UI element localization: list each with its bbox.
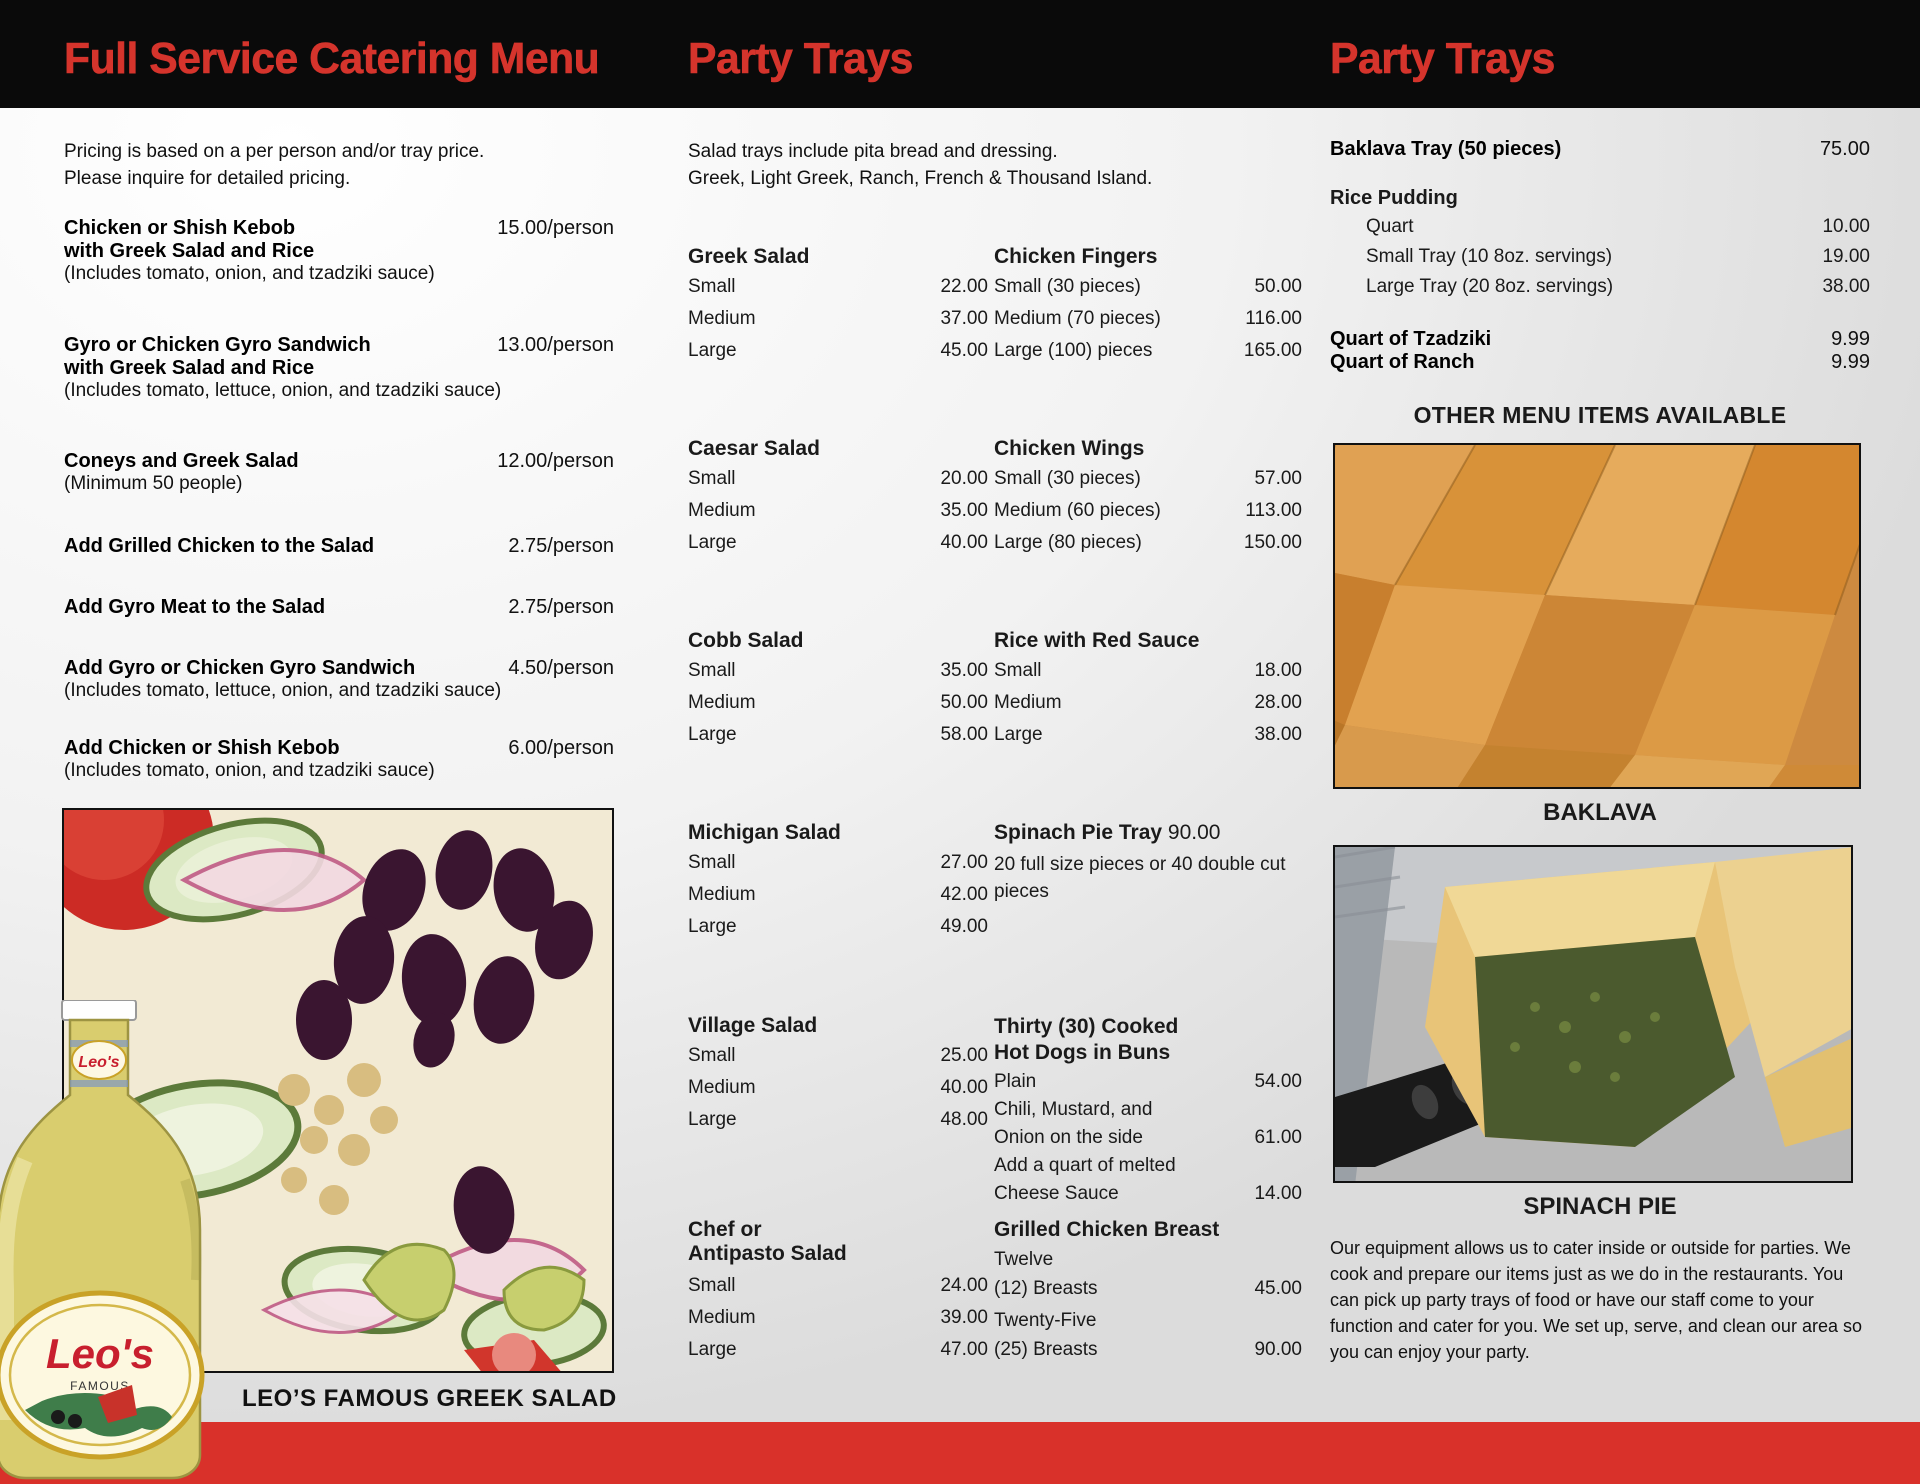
svg-text:Leo's: Leo's — [46, 1330, 154, 1377]
svg-text:Leo's: Leo's — [78, 1054, 119, 1071]
